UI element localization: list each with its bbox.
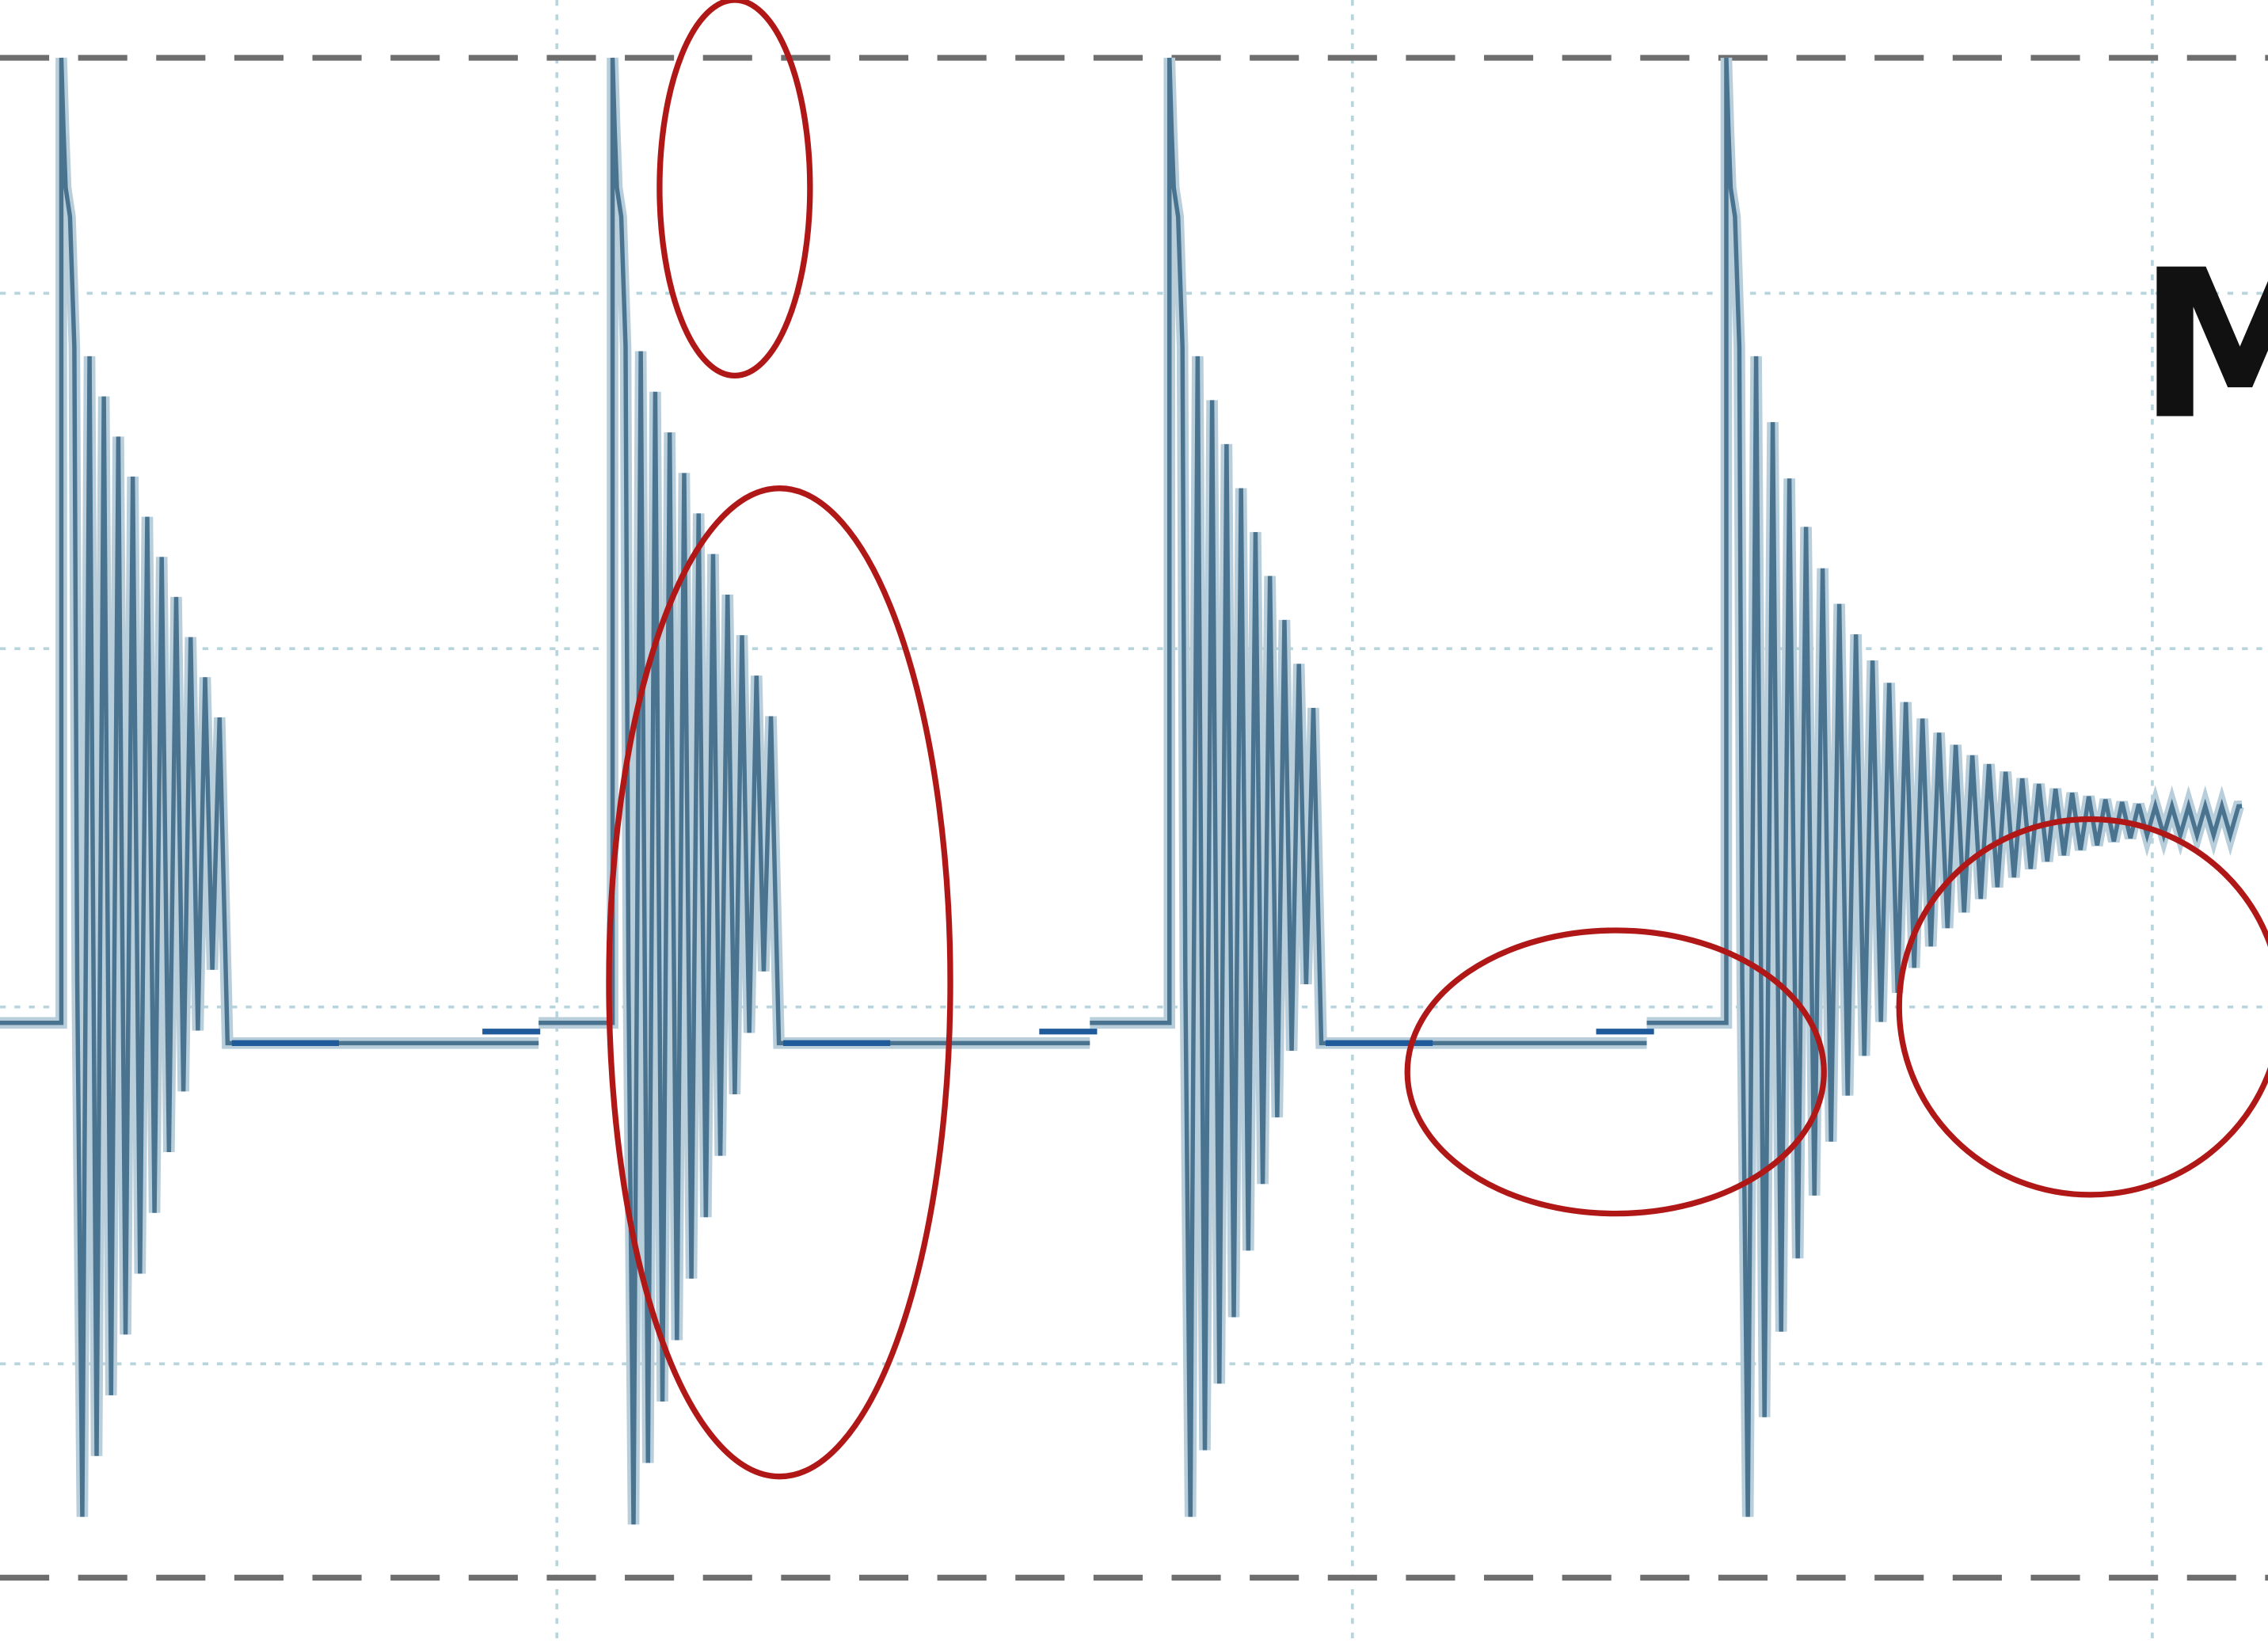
signal-traces (0, 57, 2244, 1525)
noise-segments (231, 1040, 339, 1046)
burst-1 (0, 57, 539, 1517)
burst-4 (1596, 57, 2244, 1517)
noise-segments (482, 1029, 891, 1046)
chart-label: M (2138, 226, 2268, 466)
annotation-ellipse-4 (1896, 816, 2268, 1198)
signal-line (1090, 57, 1647, 1517)
noise-segments (1039, 1029, 1433, 1046)
signal-halo (1090, 57, 1647, 1517)
signal-line (0, 57, 539, 1517)
annotation-ellipse-2 (606, 485, 953, 1480)
annotation-ellipse-3 (1404, 927, 1827, 1217)
signal-line (1646, 57, 2243, 1517)
annotation-ellipse-1 (656, 0, 813, 378)
signal-line (538, 57, 1090, 1525)
burst-2 (482, 57, 1090, 1525)
annotations (606, 0, 2268, 1480)
burst-3 (1039, 57, 1647, 1517)
